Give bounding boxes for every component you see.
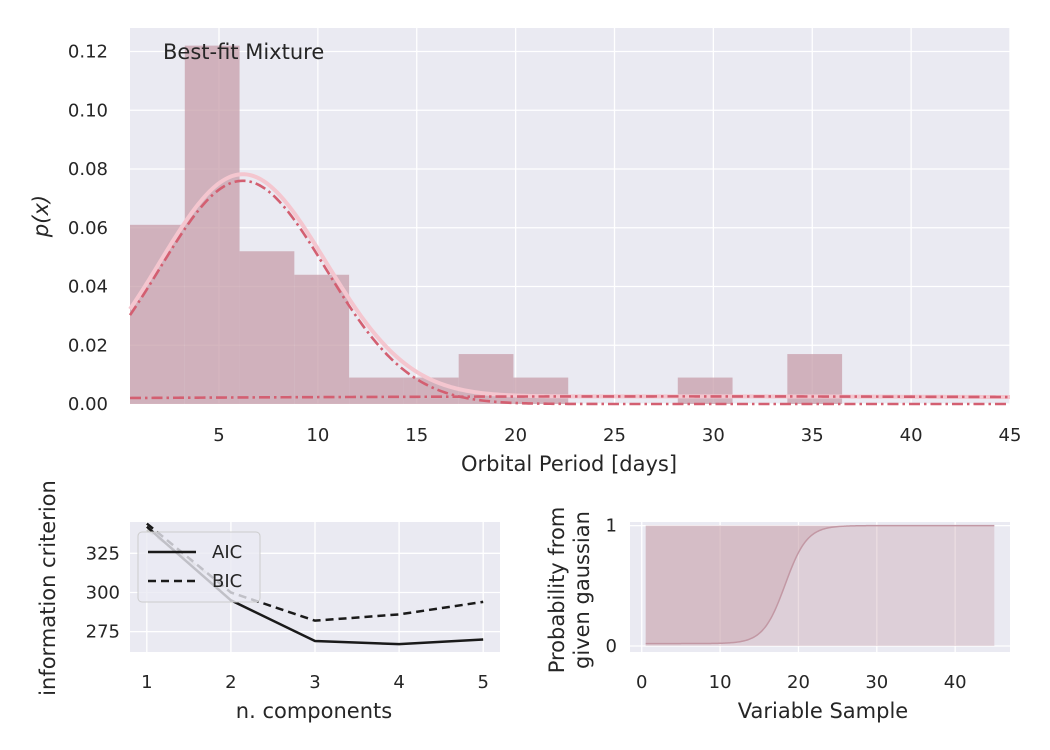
histogram-bar	[184, 45, 240, 404]
main-x-tick-label: 15	[405, 425, 428, 446]
ic-legend-box	[137, 531, 261, 603]
main-x-ticks: 5 10 15 20 25 30 35 40 45	[213, 425, 1021, 446]
main-x-tick-label: 35	[801, 425, 824, 446]
main-y-tick-label: 0.04	[68, 277, 108, 298]
main-x-label: Orbital Period [days]	[461, 452, 677, 476]
prob-x-tick-label: 10	[709, 672, 732, 693]
component-pdf-line	[128, 179, 1010, 406]
histogram-bar	[403, 377, 459, 404]
main-y-tick-label: 0.08	[68, 159, 108, 180]
ic-y-label: information criterion	[36, 480, 60, 696]
main-annotation: Best-fit Mixture	[163, 40, 324, 64]
ic-x-tick-label: 4	[393, 672, 404, 693]
ic-y-tick-label: 325	[86, 543, 120, 564]
main-pdf-lines	[128, 172, 1011, 406]
prob-x-tick-label: 40	[944, 672, 967, 693]
prob-panel: 0 10 20 30 40 01 Variable Sample Probability…	[545, 507, 1010, 723]
main-y-tick-label: 0.00	[68, 394, 108, 415]
main-y-tick-label: 0.02	[68, 335, 108, 356]
prob-x-tick-label: 30	[865, 672, 888, 693]
ic-x-tick-label: 5	[477, 672, 488, 693]
ic-x-tick-label: 1	[141, 672, 152, 693]
ic-y-ticks: 275 300 325	[86, 543, 120, 642]
ic-y-tick-label: 275	[86, 622, 120, 643]
main-x-tick-label: 20	[504, 425, 527, 446]
main-x-tick-label: 10	[306, 425, 329, 446]
histogram-bar	[349, 377, 404, 404]
main-y-ticks: 0.00 0.02 0.04 0.06 0.08 0.10 0.12	[68, 42, 108, 416]
prob-y-label-line-2: given gaussian	[570, 511, 594, 669]
histogram-bar	[513, 377, 569, 404]
ic-panel: 1 2 3 4 5 275 300 325 AIC BIC n. components in…	[36, 480, 500, 723]
prob-x-ticks: 0 10 20 30 40	[636, 672, 967, 693]
main-x-tick-label: 45	[999, 425, 1022, 446]
histogram-bar	[677, 377, 733, 404]
main-y-tick-label: 0.06	[68, 218, 108, 239]
prob-y-tick-label: 0	[606, 636, 617, 657]
prob-x-tick-label: 20	[787, 672, 810, 693]
histogram-bar	[130, 224, 185, 404]
main-y-tick-label: 0.10	[68, 100, 108, 121]
histogram-bar	[294, 274, 350, 404]
prob-fill	[645, 524, 995, 646]
ic-x-ticks: 1 2 3 4 5	[141, 672, 489, 693]
ic-x-tick-label: 3	[309, 672, 320, 693]
main-y-tick-label: 0.12	[68, 42, 108, 63]
prob-y-ticks: 01	[606, 516, 617, 657]
ic-legend: AIC BIC	[137, 531, 261, 603]
main-x-tick-label: 5	[213, 425, 224, 446]
main-x-tick-label: 40	[900, 425, 923, 446]
prob-x-tick-label: 0	[636, 672, 647, 693]
prob-fill-lower	[645, 525, 995, 646]
prob-curve	[645, 524, 995, 645]
prob-y-tick-label: 1	[606, 516, 617, 537]
prob-y-label-line-1: Probability from	[545, 507, 569, 674]
main-x-tick-label: 25	[603, 425, 626, 446]
main-panel: 5 10 15 20 25 30 35 40 45 0.000.020.040.060.080.…	[29, 28, 1021, 476]
ic-x-label: n. components	[236, 699, 392, 723]
component-pdf-line	[129, 395, 1011, 400]
ic-legend-bic-label: BIC	[212, 571, 242, 592]
prob-x-label: Variable Sample	[738, 699, 908, 723]
ic-y-tick-label: 300	[86, 582, 120, 603]
main-x-tick-label: 30	[702, 425, 725, 446]
histogram-bar	[239, 251, 295, 404]
ic-x-tick-label: 2	[225, 672, 236, 693]
main-y-label: p(x)	[29, 195, 53, 238]
prob-fill-upper	[645, 525, 995, 644]
ic-legend-aic-label: AIC	[212, 542, 242, 563]
